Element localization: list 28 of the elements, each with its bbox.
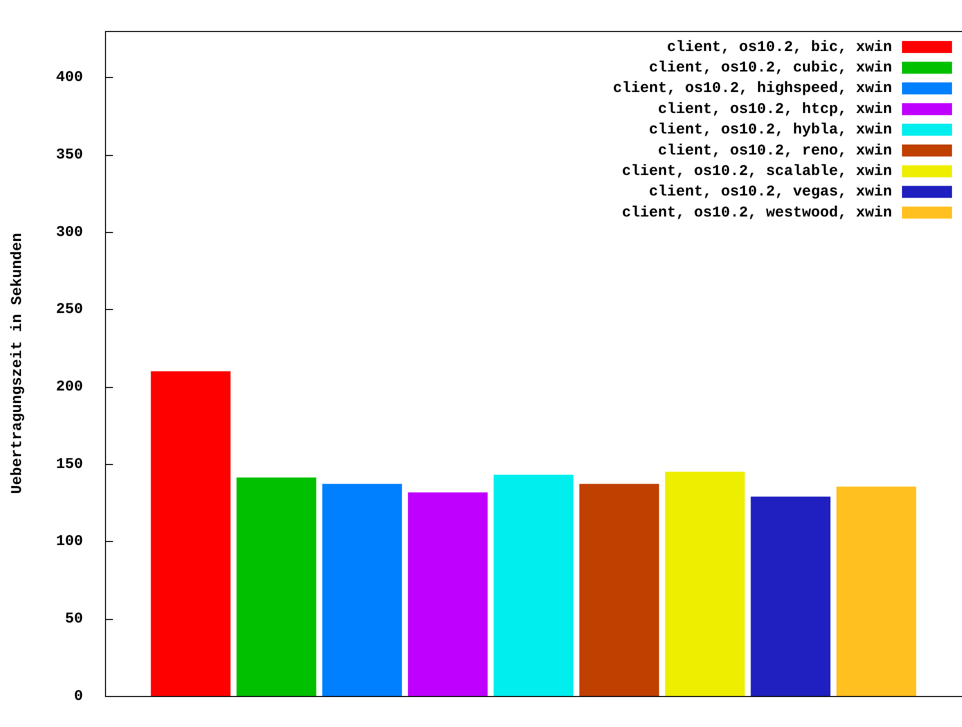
legend-label: client, os10.2, cubic, xwin (648, 59, 892, 76)
legend-label: client, os10.2, bic, xwin (666, 38, 892, 56)
y-tick-label: 200 (56, 378, 84, 396)
y-tick-label: 100 (56, 533, 84, 550)
legend-label: client, os10.2, htcp, xwin (658, 100, 892, 118)
bar (236, 477, 316, 696)
bar (322, 484, 402, 696)
bar (150, 371, 231, 696)
y-tick-label: 250 (56, 301, 84, 318)
y-tick-label: 400 (56, 69, 84, 86)
bar (750, 496, 830, 696)
y-tick-label: 0 (74, 688, 84, 705)
y-tick-label: 150 (56, 456, 84, 473)
legend-label: client, os10.2, highspeed, xwin (612, 80, 892, 98)
bar (494, 474, 574, 696)
legend-label: client, os10.2, hybla, xwin (648, 122, 892, 139)
bar (579, 484, 660, 696)
y-tick-label: 300 (56, 224, 84, 241)
bar (665, 472, 745, 696)
bar (408, 492, 488, 696)
legend-label: client, os10.2, scalable, xwin (622, 162, 892, 180)
legend-label: client, os10.2, reno, xwin (658, 142, 892, 160)
legend-label: client, os10.2, westwood, xwin (622, 204, 892, 222)
legend-label: client, os10.2, vegas, xwin (648, 184, 892, 201)
bar (836, 486, 916, 696)
y-axis-title: Uebertragungszeit in Sekunden (8, 232, 26, 494)
y-tick-label: 50 (64, 610, 84, 628)
y-tick-label: 350 (56, 146, 84, 164)
